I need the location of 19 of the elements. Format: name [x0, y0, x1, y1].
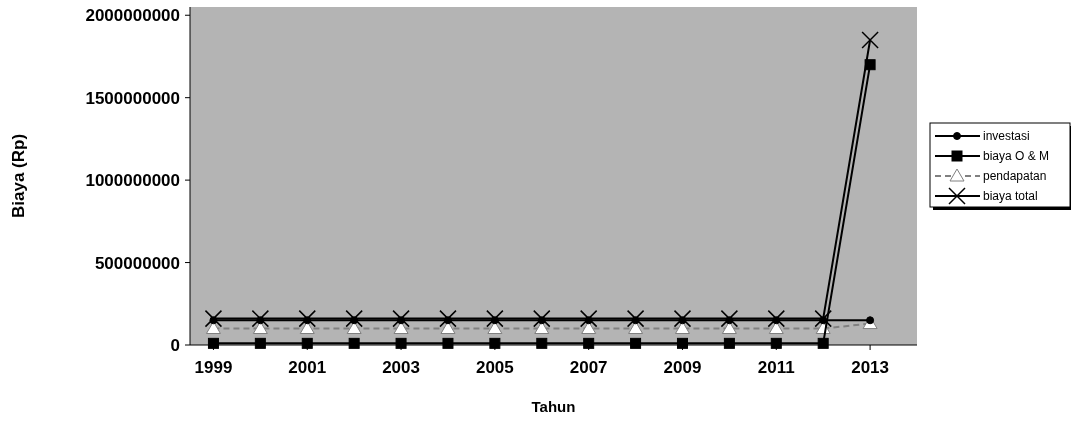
legend-label: biaya total [983, 189, 1038, 204]
x-tick-label: 2003 [382, 358, 420, 377]
legend-label: investasi [983, 129, 1030, 144]
y-tick-label: 500000000 [94, 253, 180, 273]
x-tick-label: 2009 [663, 358, 702, 377]
y-tick-label: 0 [170, 335, 180, 355]
legend-label: pendapatan [983, 169, 1047, 184]
x-tick-label: 2007 [569, 358, 608, 377]
y-tick-label: 2000000000 [85, 6, 180, 26]
x-tick-label: 1999 [194, 358, 233, 377]
y-axis-title: Biaya (Rp) [9, 133, 28, 219]
x-axis-title: Tahun [531, 398, 576, 415]
x-tick-label: 2001 [288, 358, 327, 377]
x-tick-label: 2005 [475, 358, 514, 377]
y-tick-label: 1500000000 [85, 88, 180, 108]
y-tick-label: 1000000000 [85, 171, 180, 191]
x-tick-label: 2011 [757, 358, 795, 377]
legend-label: biaya O & M [983, 149, 1050, 164]
x-tick-label: 2013 [851, 358, 890, 377]
